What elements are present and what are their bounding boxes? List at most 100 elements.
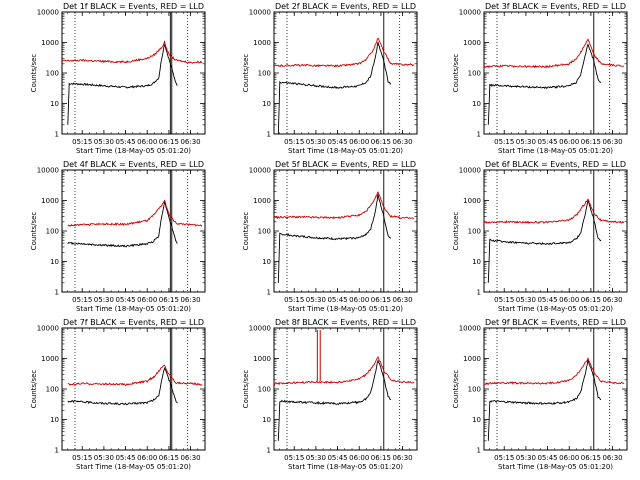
y-tick-label: 1 — [477, 131, 481, 139]
plot-frame — [273, 169, 418, 293]
x-tick-label: 05:30 — [94, 138, 114, 146]
chart-panel-1: Det 1f BLACK = Events, RED = LLD 1 10 100 10… — [30, 2, 206, 155]
y-tick-label: 10000 — [459, 9, 481, 17]
y-tick-label: 100 — [46, 70, 59, 78]
y-tick-label: 1000 — [41, 39, 59, 47]
y-tick-label: 1000 — [253, 197, 271, 205]
y-tick-label: 1 — [267, 289, 271, 297]
chart-title: Det 3f BLACK = Events, RED = LLD — [485, 2, 626, 11]
x-tick-label: 06:15 — [159, 138, 179, 146]
chart-title: Det 5f BLACK = Events, RED = LLD — [275, 160, 416, 169]
y-tick-label: 10 — [472, 100, 481, 108]
chart-panel-4: Det 4f BLACK = Events, RED = LLD 1 10 100 10… — [30, 160, 206, 313]
chart-title: Det 1f BLACK = Events, RED = LLD — [63, 2, 204, 11]
x-tick-label: 06:00 — [349, 138, 369, 146]
y-tick-label: 1000 — [41, 197, 59, 205]
y-tick-label: 1000 — [253, 355, 271, 363]
x-tick-label: 05:15 — [72, 454, 92, 462]
chart-title: Det 9f BLACK = Events, RED = LLD — [485, 318, 626, 327]
y-tick-label: 100 — [258, 228, 271, 236]
x-axis-label: Start Time (18-May-05 05:01:20) — [76, 463, 191, 471]
y-tick-label: 10 — [472, 258, 481, 266]
series-line-black — [487, 199, 602, 283]
x-axis-label: Start Time (18-May-05 05:01:20) — [76, 305, 191, 313]
y-axis-label: Counts/sec — [452, 54, 460, 93]
x-tick-label: 06:15 — [159, 454, 179, 462]
y-tick-label: 10 — [262, 100, 271, 108]
x-tick-label: 05:45 — [537, 454, 557, 462]
x-tick-label: 05:15 — [284, 138, 304, 146]
x-tick-label: 06:30 — [180, 138, 200, 146]
x-tick-label: 06:15 — [371, 454, 391, 462]
x-tick-label: 06:15 — [371, 296, 391, 304]
y-tick-label: 10 — [262, 258, 271, 266]
y-tick-label: 10 — [262, 416, 271, 424]
x-tick-label: 06:30 — [392, 296, 412, 304]
series-line-black — [277, 194, 392, 283]
plot-frame — [483, 169, 628, 293]
y-axis-label: Counts/sec — [242, 212, 250, 251]
x-tick-label: 05:30 — [306, 454, 326, 462]
x-axis-label: Start Time (18-May-05 05:01:20) — [288, 305, 403, 313]
y-tick-label: 1000 — [253, 39, 271, 47]
chart-panel-9: Det 9f BLACK = Events, RED = LLD 1 10 100 10… — [452, 318, 628, 471]
y-tick-label: 10000 — [249, 9, 271, 17]
y-tick-label: 1 — [55, 131, 59, 139]
plot-frame — [61, 327, 206, 451]
y-tick-label: 1000 — [463, 39, 481, 47]
x-axis-label: Start Time (18-May-05 05:01:20) — [288, 463, 403, 471]
series-line-red — [67, 199, 203, 227]
x-tick-label: 06:00 — [137, 296, 157, 304]
x-tick-label: 05:45 — [115, 454, 135, 462]
x-tick-label: 05:45 — [115, 138, 135, 146]
x-tick-label: 06:00 — [137, 138, 157, 146]
x-tick-label: 05:30 — [516, 454, 536, 462]
x-tick-label: 06:30 — [392, 454, 412, 462]
y-tick-label: 100 — [258, 70, 271, 78]
y-tick-label: 1 — [267, 131, 271, 139]
plot-frame — [483, 11, 628, 135]
y-tick-label: 1000 — [463, 355, 481, 363]
series-line-black — [487, 43, 602, 125]
chart-panel-2: Det 2f BLACK = Events, RED = LLD 1 10 100 10… — [242, 2, 418, 155]
x-tick-label: 06:30 — [180, 296, 200, 304]
series-line-red — [483, 198, 625, 225]
x-tick-label: 06:15 — [159, 296, 179, 304]
chart-panel-7: Det 7f BLACK = Events, RED = LLD 1 10 100 10… — [30, 318, 206, 471]
series-line-red — [273, 191, 415, 220]
series-line-red — [273, 356, 415, 386]
y-tick-label: 10000 — [37, 9, 59, 17]
x-tick-label: 05:15 — [284, 454, 304, 462]
plot-frame — [273, 327, 418, 451]
x-axis-label: Start Time (18-May-05 05:01:20) — [498, 305, 613, 313]
y-tick-label: 100 — [468, 70, 481, 78]
x-tick-label: 06:00 — [559, 296, 579, 304]
x-tick-label: 05:15 — [494, 138, 514, 146]
chart-panel-5: Det 5f BLACK = Events, RED = LLD 1 10 100 10… — [242, 160, 418, 313]
x-axis-label: Start Time (18-May-05 05:01:20) — [498, 147, 613, 155]
y-tick-label: 10000 — [249, 325, 271, 333]
x-tick-label: 06:30 — [602, 296, 622, 304]
plot-frame — [273, 11, 418, 135]
x-tick-label: 05:45 — [115, 296, 135, 304]
x-tick-label: 06:00 — [349, 296, 369, 304]
x-tick-label: 06:30 — [602, 454, 622, 462]
y-tick-label: 10 — [50, 100, 59, 108]
y-tick-label: 10000 — [249, 167, 271, 175]
y-tick-label: 1 — [55, 447, 59, 455]
chart-title: Det 7f BLACK = Events, RED = LLD — [63, 318, 204, 327]
plot-frame — [483, 327, 628, 451]
y-tick-label: 10 — [50, 416, 59, 424]
y-tick-label: 10000 — [459, 167, 481, 175]
series-line-red — [67, 364, 203, 386]
chart-panel-3: Det 3f BLACK = Events, RED = LLD 1 10 100 10… — [452, 2, 628, 155]
series-line-red — [483, 356, 625, 386]
x-tick-label: 06:15 — [371, 138, 391, 146]
y-tick-label: 10000 — [37, 167, 59, 175]
series-line-black — [277, 359, 391, 441]
x-axis-label: Start Time (18-May-05 05:01:20) — [288, 147, 403, 155]
y-axis-label: Counts/sec — [242, 370, 250, 409]
series-line-red — [274, 37, 415, 68]
series-line-red — [61, 40, 203, 64]
